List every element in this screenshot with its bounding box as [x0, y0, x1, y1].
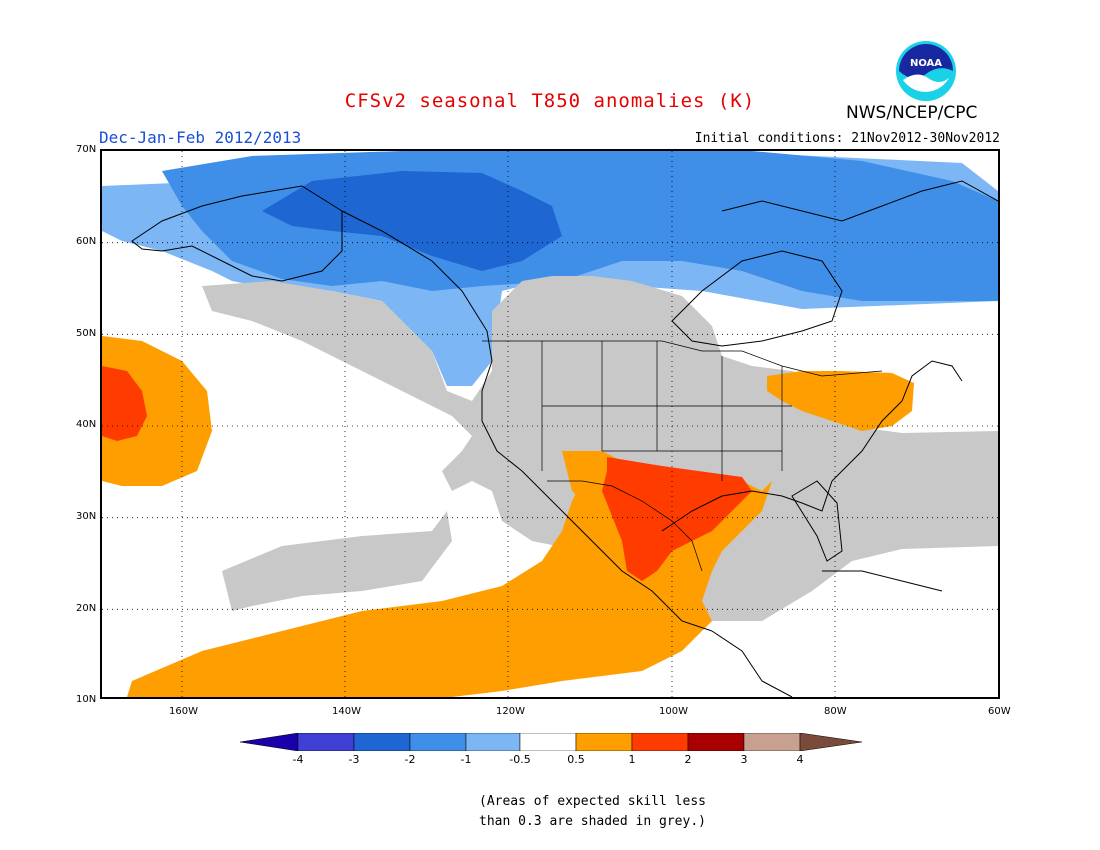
- legend-swatch-m4-m3: [297, 733, 355, 751]
- logo-text: NOAA: [910, 58, 942, 69]
- warm-pacific-ribbon: [127, 451, 712, 697]
- anomaly-map: [100, 149, 1000, 699]
- state-lines: [541, 341, 792, 481]
- legend-swatch-m1-m05: [465, 733, 521, 751]
- legend-label-1: 1: [628, 753, 636, 766]
- map-title: CFSv2 seasonal T850 anomalies (K): [344, 90, 756, 112]
- lon-label-100w: 100W: [659, 706, 688, 717]
- lon-label-140w: 140W: [332, 706, 361, 717]
- agency-label: NWS/NCEP/CPC: [846, 103, 978, 123]
- legend-label-m2: -2: [404, 753, 416, 766]
- warm-northeast-region: [767, 371, 914, 431]
- lon-label-160w: 160W: [169, 706, 198, 717]
- skill-note-line2: than 0.3 are shaded in grey.): [479, 814, 706, 829]
- graticule: [102, 151, 998, 697]
- initial-conditions-label: Initial conditions: 21Nov2012-30Nov2012: [694, 131, 1000, 146]
- warm-ne-pacific-core: [102, 366, 147, 441]
- cold-core-region: [262, 171, 562, 271]
- coastline-canada-west: [341, 210, 493, 362]
- legend-label-m3: -3: [348, 753, 360, 766]
- lon-label-120w: 120W: [496, 706, 525, 717]
- lat-label-70n: 70N: [76, 144, 97, 155]
- coastline-us-west: [481, 360, 713, 632]
- legend-label-3: 3: [740, 753, 748, 766]
- lon-label-80w: 80W: [824, 706, 847, 717]
- low-skill-grey-region: [202, 276, 998, 621]
- legend-label-05: 0.5: [567, 753, 585, 766]
- map-canvas: [102, 151, 998, 697]
- warm-ne-pacific-region: [102, 336, 212, 486]
- skill-note: (Areas of expected skill less than 0.3 a…: [479, 792, 706, 832]
- low-skill-grey-pacific: [222, 511, 452, 611]
- border-us-mexico: [547, 480, 703, 572]
- legend-label-m1: -1: [460, 753, 472, 766]
- lon-label-60w: 60W: [988, 706, 1011, 717]
- legend-label-m4: -4: [292, 753, 304, 766]
- lat-label-40n: 40N: [76, 419, 97, 430]
- border-us-canada: [482, 340, 883, 377]
- legend-swatch-neutral: [519, 733, 577, 751]
- coastline-east: [831, 360, 963, 482]
- lat-label-60n: 60N: [76, 236, 97, 247]
- lat-label-10n: 10N: [76, 694, 97, 705]
- coastline-arctic-islands: [721, 180, 998, 222]
- legend-swatch-m3-m2: [353, 733, 411, 751]
- coastline-hudson: [671, 250, 843, 347]
- legend-swatch-05-1: [575, 733, 633, 751]
- legend-swatch-lt-4: [240, 733, 299, 751]
- lat-label-30n: 30N: [76, 511, 97, 522]
- season-label: Dec-Jan-Feb 2012/2013: [99, 128, 302, 147]
- coastline-caribbean: [822, 570, 943, 592]
- coastline-florida: [791, 480, 843, 562]
- legend-swatch-2-3: [687, 733, 745, 751]
- coastline-alaska: [131, 185, 343, 282]
- warm-plains-core: [602, 457, 752, 581]
- legend-swatch-m2-m1: [409, 733, 467, 751]
- legend-swatch-gt-4: [799, 733, 862, 751]
- lat-label-50n: 50N: [76, 328, 97, 339]
- legend-swatch-1-2: [631, 733, 689, 751]
- lat-label-20n: 20N: [76, 603, 97, 614]
- color-legend: [240, 733, 862, 751]
- legend-label-2: 2: [684, 753, 692, 766]
- skill-note-line1: (Areas of expected skill less: [479, 794, 706, 809]
- noaa-logo-icon: NOAA: [896, 41, 956, 101]
- legend-label-m05: -0.5: [509, 753, 531, 766]
- coastline-gulf: [661, 480, 833, 532]
- legend-label-4: 4: [796, 753, 804, 766]
- legend-swatch-3-4: [743, 733, 801, 751]
- coastline-central-america: [711, 630, 793, 697]
